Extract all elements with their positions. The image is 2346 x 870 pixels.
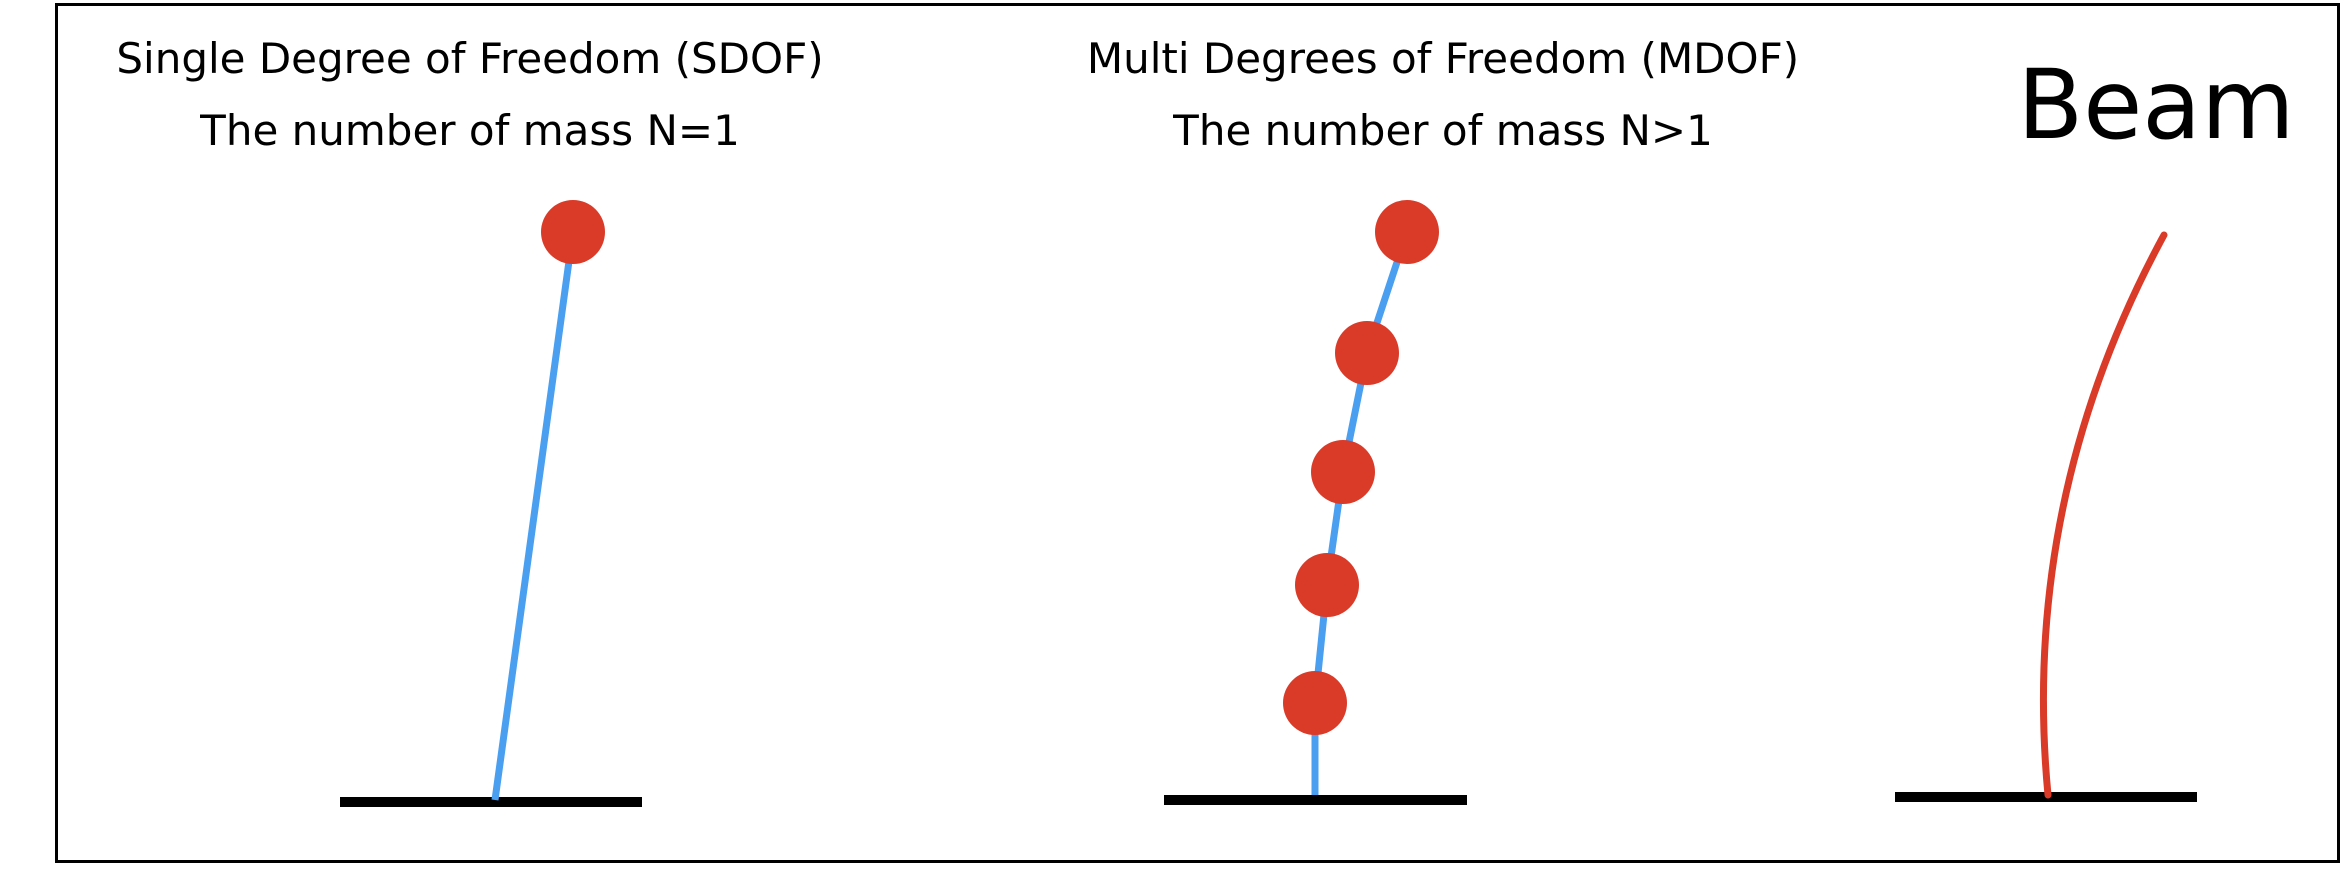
mdof-subtitle: The number of mass N>1: [1173, 106, 1713, 155]
mdof-mass-2: [1295, 553, 1359, 617]
sdof-mass: [541, 200, 605, 264]
mdof-mass-1: [1283, 671, 1347, 735]
mdof-mass-3: [1311, 440, 1375, 504]
mdof-panel: [1164, 200, 1467, 805]
mdof-mass-5: [1375, 200, 1439, 264]
beam-curve: [2039, 231, 2168, 799]
diagram-frame: [55, 3, 2340, 863]
beam-title: Beam: [2017, 49, 2295, 161]
sdof-column: [491, 231, 577, 801]
sdof-title: Single Degree of Freedom (SDOF): [116, 34, 824, 83]
sdof-panel: [340, 200, 642, 807]
mdof-mass-4: [1335, 321, 1399, 385]
mdof-title: Multi Degrees of Freedom (MDOF): [1086, 34, 1800, 83]
sdof-subtitle: The number of mass N=1: [200, 106, 740, 155]
beam-panel: [1895, 231, 2197, 802]
